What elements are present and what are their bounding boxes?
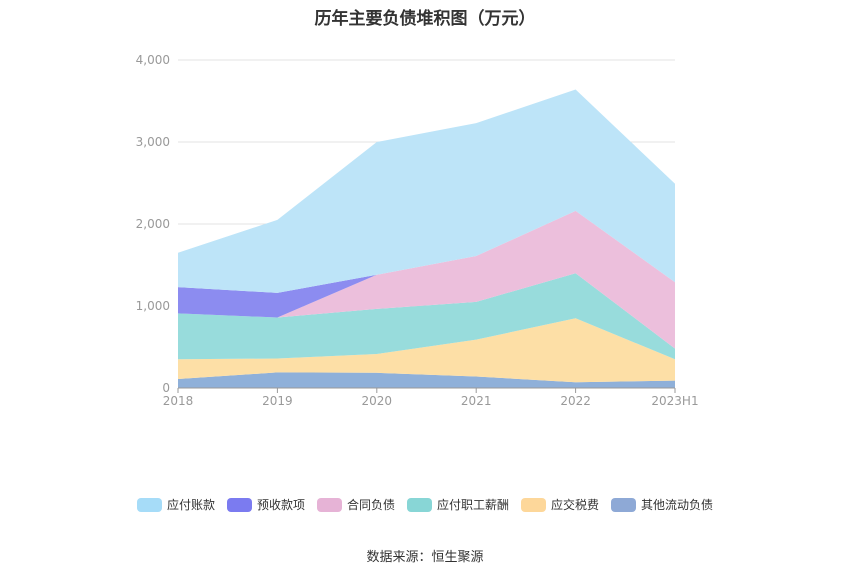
x-tick-label: 2020 <box>362 394 393 408</box>
x-tick-label: 2018 <box>163 394 194 408</box>
legend-label: 预收款项 <box>256 498 305 512</box>
stacked-area-chart: 0 1,000 2,000 3,000 4,000 2018 2019 2020 2021 202… <box>136 53 699 408</box>
legend-swatch <box>316 497 342 512</box>
legend-label: 应交税费 <box>551 498 600 512</box>
y-tick-label: 1,000 <box>136 299 170 313</box>
legend-swatch <box>521 497 547 512</box>
legend-item[interactable]: 预收款项 <box>226 496 305 513</box>
data-source-note: 数据来源：恒生聚源 <box>366 550 484 565</box>
legend-item[interactable]: 其他流动负债 <box>611 496 713 513</box>
area-series <box>178 273 675 360</box>
area-series <box>178 210 675 349</box>
y-tick-label: 3,000 <box>136 135 170 149</box>
legend-swatch <box>611 497 637 512</box>
legend-swatch <box>136 497 162 512</box>
legend-item[interactable]: 应交税费 <box>521 496 599 513</box>
legend-item[interactable]: 应付职工薪酬 <box>407 496 509 513</box>
y-tick-label: 4,000 <box>136 53 170 67</box>
x-tick-label: 2023H1 <box>651 394 698 408</box>
y-tick-label: 2,000 <box>136 217 170 231</box>
area-series <box>178 318 675 383</box>
legend-swatch <box>407 497 432 512</box>
legend-label: 应付职工薪酬 <box>437 498 510 512</box>
x-tick-label: 2022 <box>560 394 591 408</box>
x-tick-label: 2021 <box>461 394 492 408</box>
legend-label: 应付账款 <box>166 498 215 512</box>
chart-title: 历年主要负债堆积图（万元） <box>314 9 536 29</box>
area-series <box>178 89 675 293</box>
legend-item[interactable]: 合同负债 <box>316 496 395 513</box>
legend-swatch <box>226 497 252 512</box>
legend-label: 合同负债 <box>346 498 395 512</box>
chart-legend: 应付账款 预收款项 合同负债 应付职工薪酬 应交税费 其他流动负债 <box>0 496 850 513</box>
legend-item[interactable]: 应付账款 <box>136 496 215 513</box>
area-series <box>178 210 675 318</box>
x-tick-label: 2019 <box>262 394 293 408</box>
y-tick-label: 0 <box>162 381 170 395</box>
legend-label: 其他流动负债 <box>641 498 714 512</box>
area-series <box>178 372 675 388</box>
